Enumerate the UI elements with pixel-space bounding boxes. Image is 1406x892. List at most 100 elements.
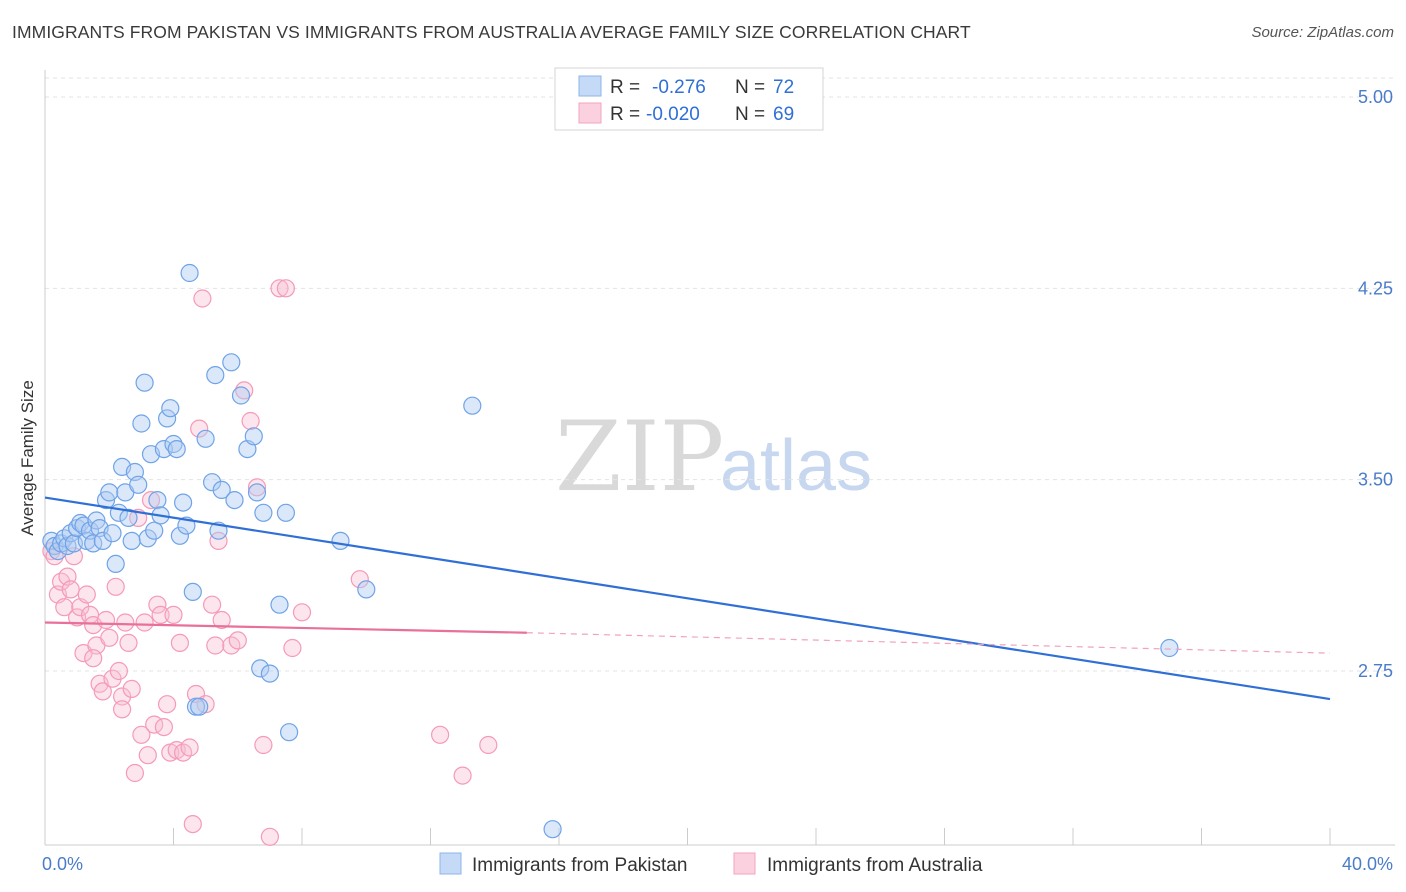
point-australia-28 — [132, 725, 151, 744]
series-australia-points — [42, 279, 498, 846]
x-tick-label-max: 40.0% — [1342, 854, 1393, 874]
point-pakistan-43 — [180, 263, 199, 283]
point-pakistan-64 — [331, 531, 350, 551]
point-australia-22 — [112, 687, 132, 706]
legend-r-value-1: -0.276 — [652, 77, 706, 98]
point-pakistan-38 — [164, 434, 183, 454]
point-pakistan-48 — [203, 473, 222, 492]
point-australia-24 — [119, 633, 138, 653]
trend-line-australia — [44, 621, 527, 634]
point-australia-42 — [180, 738, 199, 757]
point-australia-59 — [270, 279, 289, 298]
point-pakistan-25 — [122, 531, 141, 551]
point-australia-58 — [260, 827, 279, 846]
point-australia-48 — [203, 595, 222, 614]
point-pakistan-39 — [167, 440, 186, 459]
point-pakistan-49 — [206, 366, 225, 385]
legend-swatch-pink — [578, 102, 602, 124]
point-pakistan-36 — [158, 409, 177, 428]
point-pakistan-62 — [276, 503, 295, 522]
point-australia-55 — [241, 411, 260, 431]
point-australia-34 — [151, 605, 170, 625]
x-tick-label-min: 0.0% — [42, 854, 83, 874]
point-pakistan-68 — [1160, 638, 1179, 658]
point-australia-46 — [193, 289, 212, 308]
point-pakistan-51 — [212, 480, 231, 499]
point-australia-68 — [112, 700, 132, 719]
point-australia-4 — [55, 598, 74, 617]
legend-swatch-blue — [578, 75, 602, 97]
point-pakistan-61 — [270, 595, 289, 614]
legend-r-label-2: R = — [610, 104, 640, 125]
point-pakistan-20 — [106, 554, 125, 574]
trend-lines — [44, 496, 1331, 701]
point-australia-11 — [77, 585, 96, 604]
point-australia-49 — [206, 636, 225, 655]
y-tick-label-0: 2.75 — [1358, 661, 1393, 681]
point-pakistan-67 — [543, 820, 562, 839]
y-tick-label-1: 3.50 — [1358, 470, 1393, 490]
bottom-legend-swatch-australia — [733, 852, 756, 875]
point-australia-62 — [292, 603, 312, 622]
point-pakistan-29 — [135, 373, 154, 392]
bottom-legend-label-pakistan: Immigrants from Pakistan — [472, 855, 687, 876]
point-australia-30 — [138, 746, 157, 765]
bottom-legend-label-australia: Immigrants from Australia — [767, 855, 983, 876]
point-australia-29 — [135, 613, 154, 632]
point-pakistan-33 — [148, 491, 167, 510]
point-australia-26 — [125, 763, 144, 783]
point-australia-17 — [96, 610, 116, 630]
point-pakistan-46 — [190, 697, 209, 716]
x-ticks — [44, 828, 1331, 845]
watermark-zip: ZIP — [555, 401, 724, 513]
point-pakistan-24 — [119, 508, 138, 528]
point-australia-33 — [148, 595, 167, 614]
point-australia-43 — [183, 814, 202, 834]
y-tick-labels: 2.75 3.50 4.25 5.00 — [1358, 87, 1393, 681]
point-australia-63 — [350, 570, 369, 589]
point-australia-0 — [42, 541, 61, 561]
point-pakistan-59 — [254, 503, 273, 522]
point-pakistan-28 — [132, 414, 151, 433]
bottom-legend-swatch-pakistan — [439, 852, 462, 875]
point-australia-64 — [453, 766, 472, 785]
point-pakistan-66 — [463, 396, 482, 415]
point-australia-16 — [93, 682, 112, 701]
point-australia-57 — [254, 735, 273, 755]
point-pakistan-19 — [103, 524, 122, 543]
point-australia-18 — [100, 628, 119, 647]
point-australia-6 — [61, 580, 80, 599]
point-australia-23 — [116, 613, 135, 632]
trend-line-australia-extension — [526, 632, 1331, 654]
point-australia-53 — [228, 631, 247, 650]
point-australia-65 — [431, 725, 450, 744]
point-pakistan-30 — [138, 529, 157, 548]
point-australia-20 — [106, 577, 125, 596]
point-australia-67 — [84, 649, 103, 668]
legend-n-value-2: 69 — [773, 104, 794, 125]
point-pakistan-54 — [231, 386, 251, 405]
point-australia-56 — [247, 478, 267, 497]
point-pakistan-63 — [280, 723, 299, 742]
y-tick-label-3: 5.00 — [1358, 87, 1393, 107]
source-label: Source: ZipAtlas.com — [1251, 24, 1394, 41]
point-pakistan-60 — [260, 664, 279, 683]
point-pakistan-57 — [247, 483, 267, 502]
point-pakistan-47 — [196, 429, 215, 448]
point-pakistan-53 — [225, 491, 244, 510]
point-pakistan-52 — [222, 353, 241, 372]
point-pakistan-40 — [170, 526, 189, 545]
point-pakistan-58 — [251, 659, 270, 678]
point-pakistan-44 — [183, 582, 202, 602]
point-pakistan-37 — [161, 399, 180, 418]
trend-line-pakistan — [44, 496, 1331, 701]
point-pakistan-41 — [174, 493, 193, 512]
y-tick-label-2: 4.25 — [1358, 278, 1393, 298]
point-australia-35 — [154, 717, 173, 737]
point-pakistan-27 — [129, 475, 148, 494]
y-axis-label: Average Family Size — [18, 380, 37, 536]
point-australia-25 — [122, 679, 141, 699]
point-pakistan-35 — [154, 440, 173, 459]
legend-n-label-1: N = — [735, 77, 765, 98]
